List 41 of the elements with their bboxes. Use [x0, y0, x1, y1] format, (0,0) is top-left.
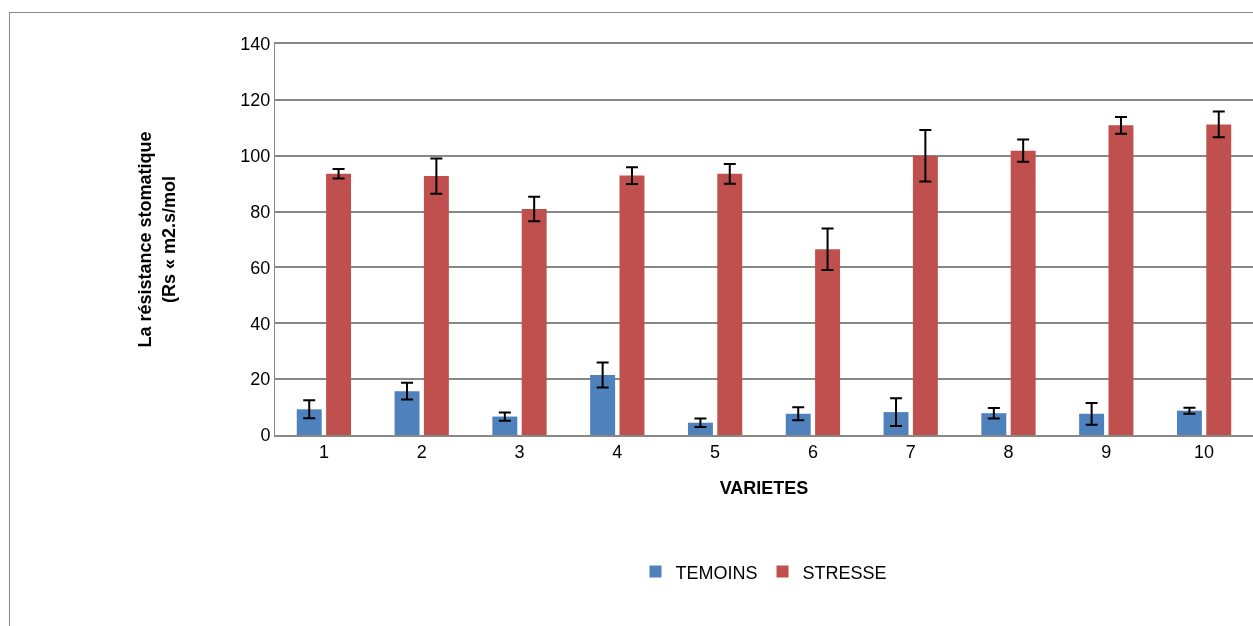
- x-tick-label: 10: [1194, 442, 1215, 463]
- bar: [717, 173, 743, 435]
- y-tick-label: 20: [250, 369, 271, 390]
- bar: [981, 413, 1007, 435]
- x-tick-label: 8: [1003, 442, 1014, 463]
- bar: [1010, 150, 1036, 435]
- bar: [590, 374, 616, 435]
- bar: [883, 412, 909, 435]
- bar: [423, 176, 449, 435]
- y-tick-label: 40: [250, 313, 271, 334]
- legend-label: STRESSE: [802, 562, 887, 583]
- x-tick-label: 7: [905, 442, 916, 463]
- bar: [912, 155, 938, 435]
- y-tick-label: 80: [250, 201, 271, 222]
- x-tick-label: 2: [416, 442, 427, 463]
- y-tick-label: 100: [240, 146, 271, 167]
- legend-label: TEMOINS: [675, 562, 758, 583]
- bar: [815, 249, 841, 435]
- bar: [1176, 410, 1202, 435]
- x-tick-label: 3: [514, 442, 525, 463]
- bar: [1108, 125, 1134, 435]
- x-tick-label: 1: [318, 442, 329, 463]
- x-tick-label: 4: [612, 442, 623, 463]
- bar: [1079, 413, 1105, 435]
- x-tick-label: 9: [1101, 442, 1112, 463]
- y-tick-label: 120: [240, 90, 271, 111]
- bar: [619, 175, 645, 435]
- bar: [492, 416, 518, 435]
- x-tick-label: 5: [710, 442, 721, 463]
- bar: [326, 173, 352, 435]
- x-axis-title: VARIETES: [719, 477, 809, 498]
- y-tick-label: 60: [250, 257, 271, 278]
- x-tick-label: 6: [807, 442, 818, 463]
- bar: [785, 413, 811, 435]
- y-tick-label: 140: [240, 34, 271, 55]
- y-axis-title: La résistance stomatique (Rs « m2.s/mol: [135, 131, 179, 348]
- bar: [521, 209, 547, 435]
- bar: [1206, 124, 1232, 435]
- bar: [296, 409, 322, 435]
- bar: [394, 391, 420, 435]
- y-tick-label: 0: [260, 425, 271, 446]
